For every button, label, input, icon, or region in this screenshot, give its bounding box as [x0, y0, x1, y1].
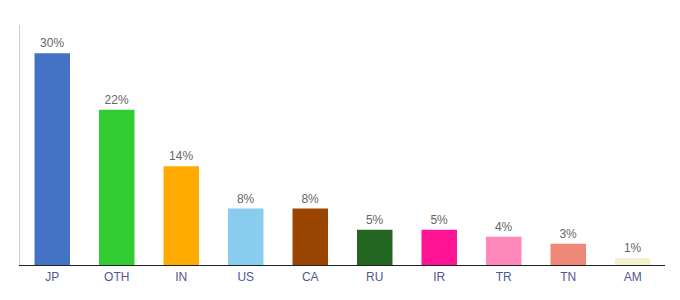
svg-text:4%: 4% [495, 220, 513, 234]
svg-text:22%: 22% [105, 93, 129, 107]
svg-text:30%: 30% [40, 36, 64, 50]
svg-text:JP: JP [45, 270, 59, 284]
svg-text:5%: 5% [366, 213, 384, 227]
svg-text:IN: IN [175, 270, 187, 284]
svg-text:8%: 8% [237, 192, 255, 206]
svg-text:14%: 14% [169, 149, 193, 163]
svg-text:TR: TR [496, 270, 512, 284]
svg-text:OTH: OTH [104, 270, 129, 284]
svg-text:RU: RU [366, 270, 383, 284]
svg-text:CA: CA [302, 270, 319, 284]
svg-text:IR: IR [433, 270, 445, 284]
svg-text:1%: 1% [624, 241, 642, 255]
svg-text:US: US [237, 270, 254, 284]
svg-text:AM: AM [624, 270, 642, 284]
svg-text:TN: TN [560, 270, 576, 284]
svg-text:5%: 5% [430, 213, 448, 227]
svg-text:3%: 3% [559, 227, 577, 241]
svg-text:8%: 8% [301, 192, 319, 206]
